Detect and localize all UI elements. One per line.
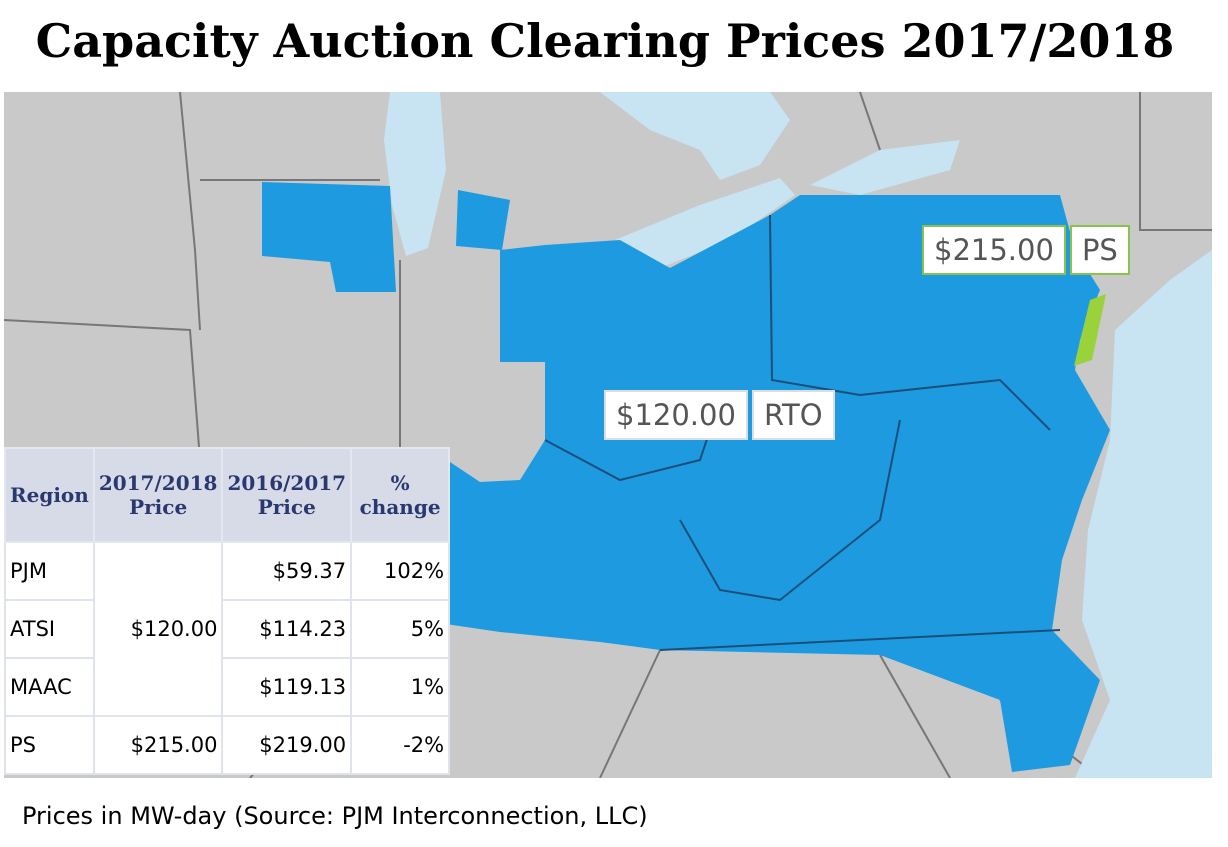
header-row: Region 2017/2018 Price 2016/2017 Price %…: [4, 447, 451, 543]
cell: $219.00: [221, 715, 353, 775]
lake-ontario: [810, 140, 960, 195]
cell: $120.00: [92, 541, 224, 717]
row: PJM $120.00 $59.37 102%: [4, 541, 451, 717]
callout-price: $215.00: [922, 225, 1066, 275]
ps-callout: $215.00 PS: [922, 225, 1130, 275]
callout-price: $120.00: [604, 390, 748, 440]
cell: PS: [4, 715, 95, 775]
cell: $114.23: [221, 599, 353, 659]
rto-callout: $120.00 RTO: [604, 390, 835, 440]
cell: $119.13: [221, 657, 353, 717]
row: ATSI $114.23 5%: [4, 599, 451, 659]
cell: $59.37: [221, 541, 353, 601]
cell: ATSI: [4, 599, 95, 659]
ps-zone: [1074, 294, 1106, 366]
cell: $215.00: [92, 715, 224, 775]
callout-zone: PS: [1069, 225, 1130, 275]
pjm-region: [262, 182, 1110, 772]
footnote: Prices in MW-day (Source: PJM Interconne…: [22, 802, 648, 830]
price-table: Region 2017/2018 Price 2016/2017 Price %…: [4, 447, 451, 775]
title: Capacity Auction Clearing Prices 2017/20…: [35, 14, 1175, 68]
cell: 5%: [350, 599, 451, 659]
header-cell: % change: [350, 447, 451, 543]
header-cell: Region: [4, 447, 95, 543]
cell: -2%: [350, 715, 451, 775]
lake-michigan: [384, 92, 446, 256]
lake-huron: [600, 92, 790, 180]
ocean: [1075, 250, 1212, 778]
header-cell: 2017/2018 Price: [92, 447, 224, 543]
callout-zone: RTO: [751, 390, 835, 440]
cell: MAAC: [4, 657, 95, 717]
lake-erie: [615, 178, 795, 268]
cell: 102%: [350, 541, 451, 601]
header-cell: 2016/2017 Price: [221, 447, 353, 543]
row: PS $215.00 $219.00 -2%: [4, 715, 451, 775]
row: MAAC $119.13 1%: [4, 657, 451, 717]
cell: 1%: [350, 657, 451, 717]
cell: PJM: [4, 541, 95, 601]
